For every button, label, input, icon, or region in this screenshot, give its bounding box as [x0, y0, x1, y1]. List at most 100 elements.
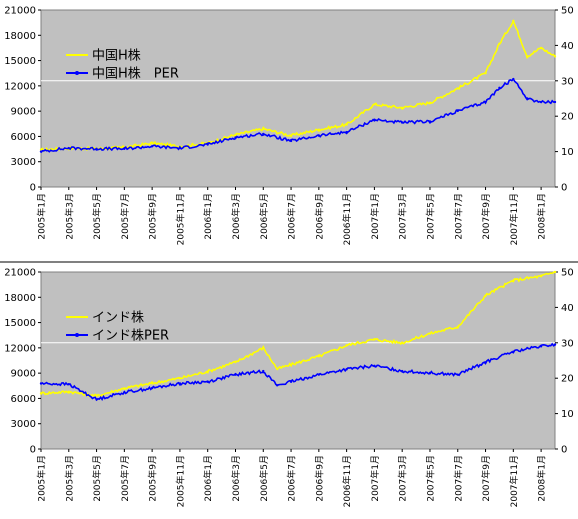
data-point	[456, 373, 459, 376]
y-right-tick-label: 50	[561, 6, 574, 17]
series-line-per	[40, 77, 556, 153]
data-point	[317, 134, 321, 137]
x-tick-label: 2008年1月	[536, 193, 548, 240]
data-point	[428, 101, 432, 104]
y-left-tick-label: 15000	[4, 56, 36, 67]
data-point	[512, 19, 515, 23]
data-point	[373, 103, 376, 106]
data-point	[206, 370, 209, 373]
x-tick-label: 2006年7月	[286, 193, 298, 240]
data-point	[67, 383, 70, 386]
data-point	[400, 106, 404, 109]
data-point	[234, 360, 237, 364]
y-left-tick-label: 6000	[11, 132, 36, 143]
x-tick-label: 2007年7月	[452, 193, 464, 240]
data-point	[498, 42, 501, 45]
data-point	[317, 128, 321, 131]
y-right-tick-label: 50	[561, 268, 574, 279]
data-point	[39, 392, 43, 395]
data-point	[456, 325, 459, 328]
data-point	[428, 371, 432, 375]
legend-marker	[75, 71, 79, 75]
x-tick-label: 2007年1月	[369, 455, 381, 502]
legend-label: 中国H株	[92, 49, 141, 64]
legend-label: インド株PER	[92, 329, 169, 344]
y-left-tick-label: 3000	[11, 419, 36, 430]
x-tick-label: 2007年1月	[369, 193, 381, 240]
data-point	[512, 279, 515, 282]
data-point	[539, 46, 543, 50]
data-point	[456, 109, 459, 113]
data-point	[553, 55, 557, 58]
x-tick-label: 2005年7月	[119, 193, 131, 240]
x-tick-label: 2005年1月	[36, 193, 48, 240]
data-point	[317, 373, 321, 376]
x-tick-label: 2006年1月	[202, 193, 214, 240]
y-left-tick-label: 15000	[4, 318, 36, 329]
data-point	[262, 346, 265, 350]
legend-marker	[75, 333, 79, 337]
y-right-tick-label: 40	[561, 303, 574, 314]
data-point	[262, 369, 265, 373]
y-left-tick-label: 9000	[11, 369, 36, 380]
data-point	[262, 132, 265, 136]
x-tick-label: 2005年3月	[63, 193, 75, 240]
data-point	[178, 377, 182, 380]
x-tick-label: 2006年3月	[230, 455, 242, 502]
data-point	[275, 384, 279, 387]
data-point	[95, 398, 98, 401]
data-point	[345, 344, 348, 347]
y-right-tick-label: 10	[561, 147, 574, 158]
series-line-per	[40, 342, 556, 402]
x-tick-label: 2006年11月	[341, 193, 353, 245]
x-tick-label: 2005年1月	[36, 455, 48, 502]
data-point	[123, 391, 126, 394]
y-left-tick-label: 21000	[4, 268, 36, 279]
data-point	[289, 380, 293, 383]
data-point	[345, 130, 348, 134]
y-right-tick-label: 30	[561, 76, 574, 87]
data-point	[428, 332, 432, 335]
data-point	[400, 341, 404, 344]
data-point	[275, 367, 279, 371]
data-point	[484, 72, 487, 75]
data-point	[526, 97, 529, 100]
x-tick-label: 2006年5月	[258, 193, 270, 240]
data-point	[345, 368, 348, 371]
data-point	[234, 136, 237, 139]
y-left-tick-label: 12000	[4, 81, 36, 92]
x-tick-label: 2007年7月	[452, 455, 464, 502]
x-tick-label: 2006年7月	[286, 455, 298, 502]
x-tick-label: 2005年7月	[119, 455, 131, 502]
data-point	[39, 382, 43, 385]
data-point	[95, 394, 98, 398]
x-tick-label: 2005年9月	[147, 455, 159, 502]
data-point	[373, 338, 376, 341]
data-point	[262, 127, 265, 131]
data-point	[373, 118, 376, 121]
data-point	[67, 390, 70, 393]
x-tick-label: 2006年11月	[341, 455, 353, 507]
series-line-price	[40, 271, 556, 398]
data-point	[526, 55, 529, 58]
data-point	[289, 134, 293, 137]
x-tick-label: 2005年11月	[174, 193, 186, 245]
data-point	[178, 382, 182, 385]
data-point	[512, 350, 515, 353]
data-point	[150, 382, 154, 385]
y-right-tick-label: 10	[561, 409, 574, 420]
data-point	[123, 147, 126, 150]
data-point	[498, 86, 501, 90]
data-point	[484, 100, 487, 104]
x-tick-label: 2006年9月	[313, 193, 325, 240]
data-point	[289, 363, 293, 366]
x-tick-label: 2008年1月	[536, 455, 548, 502]
plot-area	[40, 9, 556, 188]
y-left-tick-label: 0	[30, 183, 36, 194]
x-tick-label: 2005年3月	[63, 455, 75, 502]
data-point	[345, 123, 348, 126]
data-point	[150, 141, 154, 145]
data-point	[512, 77, 515, 81]
data-point	[400, 369, 404, 373]
